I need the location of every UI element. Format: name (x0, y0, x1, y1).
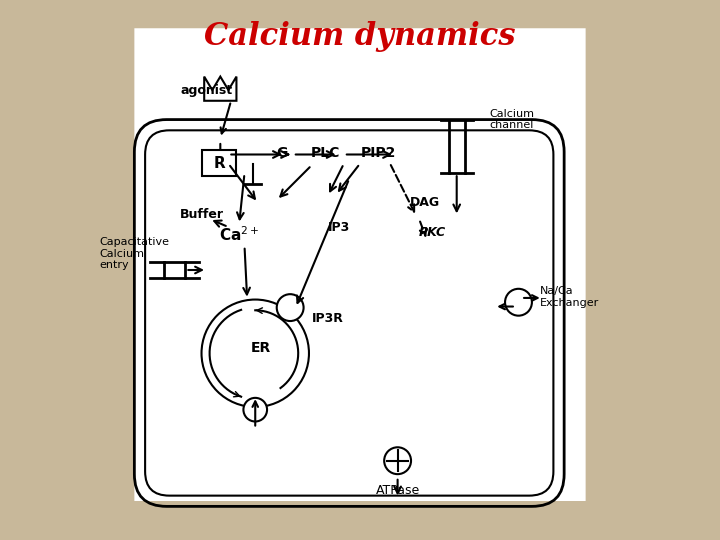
Circle shape (243, 398, 267, 422)
Text: Buffer: Buffer (179, 208, 223, 221)
Circle shape (384, 447, 411, 474)
Text: ATPase: ATPase (376, 484, 420, 497)
Text: DAG: DAG (410, 197, 439, 210)
FancyBboxPatch shape (135, 28, 585, 501)
Text: Na/Ca
Exchanger: Na/Ca Exchanger (540, 286, 599, 308)
Text: R: R (213, 156, 225, 171)
Text: agonist: agonist (181, 84, 233, 97)
Text: PIP2: PIP2 (361, 146, 397, 160)
Circle shape (505, 289, 532, 316)
Text: PKC: PKC (419, 226, 446, 239)
Text: IP3R: IP3R (312, 312, 343, 325)
Polygon shape (204, 77, 236, 101)
Circle shape (276, 294, 304, 321)
Text: Calcium
channel: Calcium channel (489, 109, 534, 130)
FancyBboxPatch shape (202, 150, 236, 176)
Text: Calcium dynamics: Calcium dynamics (204, 21, 516, 52)
Text: G: G (276, 146, 288, 160)
Text: Capacitative
Calcium
entry: Capacitative Calcium entry (99, 237, 169, 271)
Text: PLC: PLC (310, 146, 340, 160)
Text: ER: ER (251, 341, 271, 355)
Text: IP3: IP3 (328, 220, 350, 233)
Text: Ca$^{2+}$: Ca$^{2+}$ (219, 226, 259, 245)
Circle shape (202, 300, 309, 407)
